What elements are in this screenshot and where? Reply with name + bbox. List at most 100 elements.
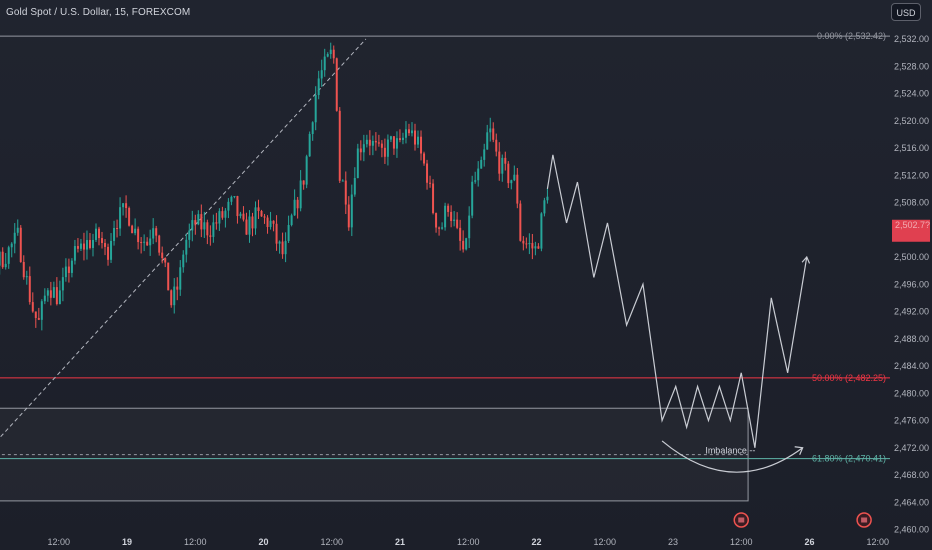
candle-body (537, 246, 540, 249)
candle-body (368, 139, 371, 146)
candle-body (233, 196, 236, 198)
candle-body (540, 213, 543, 249)
candle-body (227, 201, 230, 211)
x-tick-label: 21 (395, 537, 405, 547)
candle-body (338, 110, 341, 181)
candle-body (64, 266, 67, 278)
candle-body (522, 240, 525, 244)
event-marker-flag (861, 517, 868, 523)
candle-body (85, 240, 88, 250)
candle-body (444, 205, 447, 228)
candle-body (450, 211, 453, 221)
candle-body (498, 151, 501, 174)
y-tick-label: 2,472.00 (894, 443, 929, 453)
candle-body (28, 276, 31, 303)
projection-arrowhead (801, 255, 811, 264)
candle-body (314, 95, 317, 123)
fib-label: 61.80% (2,470.41) (812, 454, 886, 464)
candle-body (10, 243, 13, 248)
x-tick-label: 12:00 (184, 537, 207, 547)
candle-body (462, 240, 465, 250)
candle-body (429, 182, 432, 184)
candle-body (152, 228, 155, 239)
candle-body (52, 287, 55, 298)
candle-body (46, 290, 49, 296)
candle-body (73, 246, 76, 261)
candle-body (257, 207, 260, 211)
candle-body (275, 223, 278, 244)
candle-body (380, 143, 383, 148)
imbalance-label: Imbalance -- (705, 446, 755, 456)
candle-body (392, 136, 395, 149)
candle-body (134, 228, 137, 234)
candle-body (167, 262, 170, 291)
candle-body (435, 213, 438, 228)
candle-body (245, 219, 248, 235)
candle-body (299, 180, 302, 209)
candle-body (82, 243, 85, 250)
candle-body (525, 243, 528, 245)
candle-body (332, 49, 335, 59)
candle-body (236, 196, 239, 217)
curved-arrow-head (794, 446, 804, 455)
candle-body (185, 239, 188, 255)
candle-body (468, 215, 471, 239)
candle-body (55, 287, 58, 305)
candle-body (155, 228, 158, 236)
candle-body (143, 241, 146, 243)
y-tick-label: 2,508.00 (894, 198, 929, 208)
candle-body (320, 70, 323, 79)
candle-body (182, 254, 185, 268)
candle-body (260, 210, 263, 217)
candle-body (40, 301, 43, 320)
candle-body (88, 240, 91, 248)
candle-body (161, 252, 164, 259)
candle-body (263, 216, 266, 218)
candle-body (0, 251, 1, 266)
candle-body (477, 168, 480, 181)
candle-body (218, 211, 221, 224)
candle-body (203, 222, 206, 230)
last-price-tag (892, 219, 930, 242)
y-tick-label: 2,520.00 (894, 116, 929, 126)
currency-button[interactable]: USD (891, 3, 921, 21)
y-tick-label: 2,468.00 (894, 470, 929, 480)
candle-body (483, 149, 486, 160)
candle-body (290, 215, 293, 226)
trendline (0, 38, 367, 439)
fib-label: 50.00% (2,482.25) (812, 373, 886, 383)
candles (0, 42, 549, 331)
candle-body (359, 148, 362, 153)
x-tick-label: 19 (122, 537, 132, 547)
candle-body (116, 227, 119, 229)
candle-body (269, 220, 272, 227)
candle-body (158, 235, 161, 253)
candle-body (16, 227, 19, 233)
candle-body (197, 214, 200, 225)
event-marker-flag (738, 517, 745, 523)
candle-body (423, 153, 426, 164)
candle-body (31, 302, 34, 312)
candle-body (432, 183, 435, 214)
candle-body (302, 180, 305, 185)
candle-body (471, 181, 474, 216)
candle-body (125, 203, 128, 209)
candle-body (531, 243, 534, 249)
x-tick-label: 12:00 (593, 537, 616, 547)
candle-body (459, 227, 462, 241)
candle-body (341, 180, 344, 182)
candle-body (131, 225, 134, 234)
candle-body (272, 220, 275, 224)
candle-body (317, 78, 320, 96)
candle-body (546, 196, 549, 201)
candle-body (438, 227, 441, 229)
candle-body (365, 139, 368, 145)
candle-body (179, 267, 182, 290)
candle-body (251, 216, 254, 229)
candle-body (149, 238, 152, 246)
y-tick-label: 2,528.00 (894, 61, 929, 71)
candle-body (296, 199, 299, 209)
candle-body (206, 222, 209, 236)
candle-body (453, 219, 456, 221)
